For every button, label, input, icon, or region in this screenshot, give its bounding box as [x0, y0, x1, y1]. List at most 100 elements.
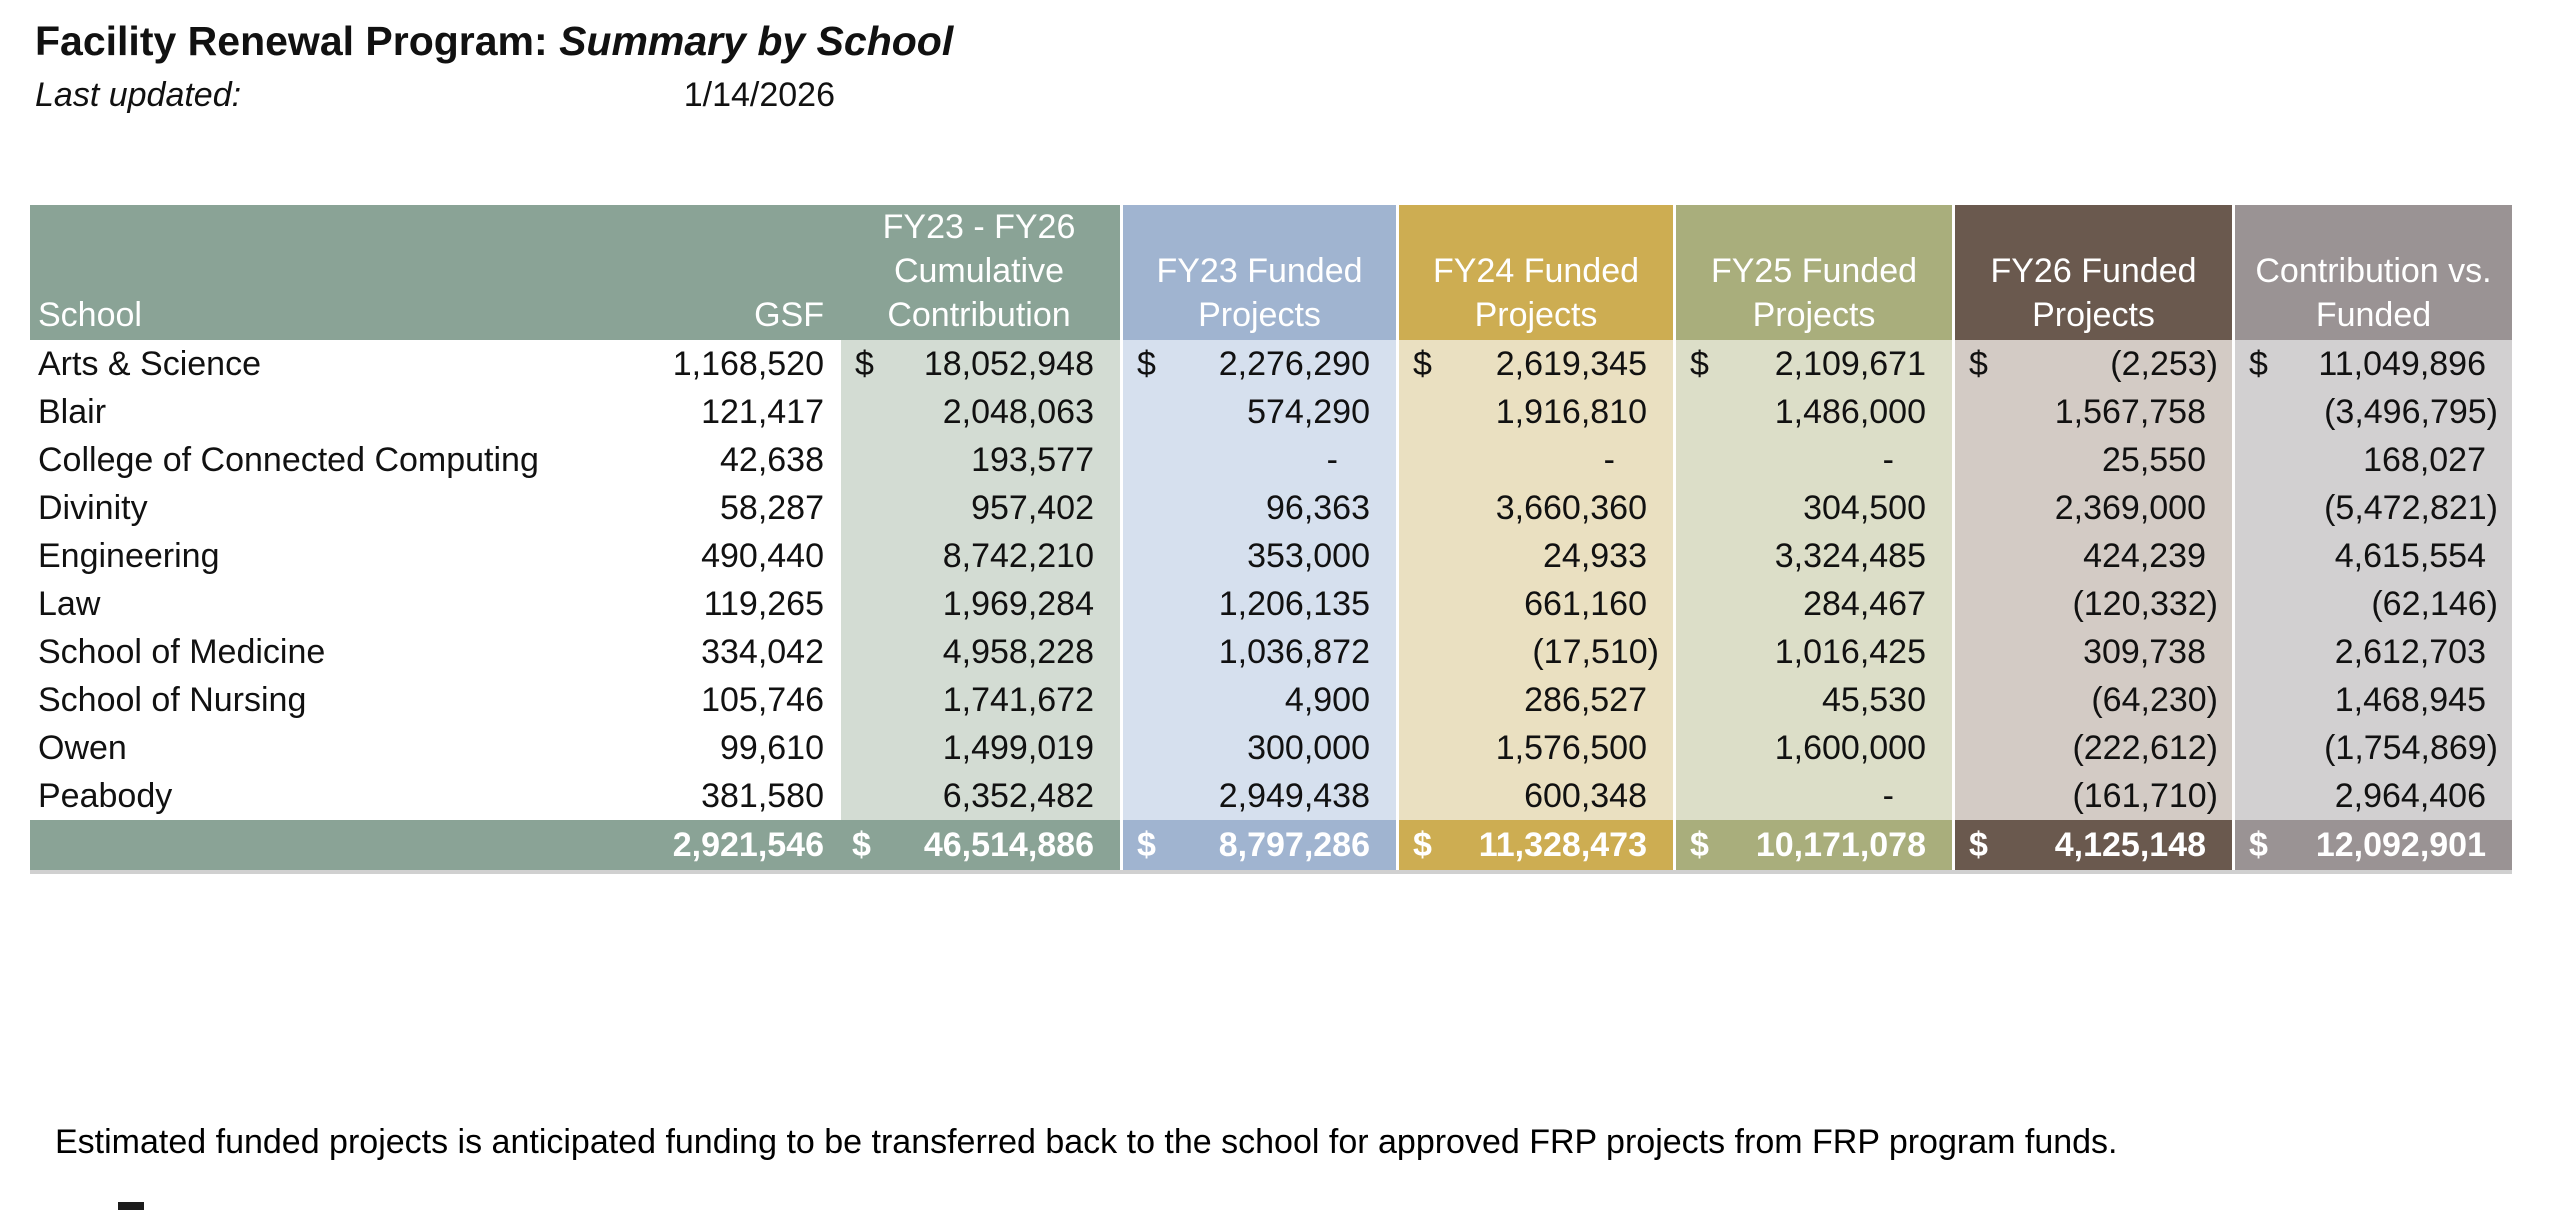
- cell-school: School of Medicine: [38, 632, 326, 671]
- cell-gsf: 119,265: [703, 584, 824, 623]
- table-body: Arts & Science 1,168,520 $18,052,948 $2,276…: [30, 340, 2512, 820]
- cell-contrib: (1,754,869): [2232, 724, 2512, 772]
- cell-fy23: 300,000: [1120, 724, 1396, 772]
- cell-cumulative: 193,577: [838, 436, 1120, 484]
- cell-fy24: 286,527: [1396, 676, 1673, 724]
- cell-fy24: (17,510): [1396, 628, 1673, 676]
- table-row: School of Medicine 334,042 4,958,228 1,036,…: [30, 628, 2512, 676]
- cell-contrib: 2,612,703: [2232, 628, 2512, 676]
- table-row: Blair 121,417 2,048,063 574,290 1,916,810 1,4…: [30, 388, 2512, 436]
- total-gsf: 2,921,546: [560, 820, 838, 870]
- cell-fy26: (64,230): [1952, 676, 2232, 724]
- cell-contrib: (5,472,821): [2232, 484, 2512, 532]
- cell-school: Peabody: [38, 776, 173, 815]
- cell-cumulative: 4,958,228: [838, 628, 1120, 676]
- dollar-sign: $: [2249, 344, 2268, 383]
- cell-fy24: 1,916,810: [1396, 388, 1673, 436]
- cell-contrib: (62,146): [2232, 580, 2512, 628]
- column-header-fy25: FY25 Funded Projects: [1673, 205, 1952, 340]
- cell-fy24: 661,160: [1396, 580, 1673, 628]
- cell-school: Law: [38, 584, 101, 623]
- cell-cumulative: 2,048,063: [838, 388, 1120, 436]
- footnote: Estimated funded projects is anticipated…: [55, 1123, 2118, 1161]
- cell-cumulative: 1,741,672: [838, 676, 1120, 724]
- dollar-sign: $: [1969, 344, 1988, 383]
- cell-fy25: -: [1673, 436, 1952, 484]
- cell-contrib: (3,496,795): [2232, 388, 2512, 436]
- dollar-sign: $: [1413, 825, 1432, 864]
- total-fy25: $10,171,078: [1673, 820, 1952, 870]
- cell-fy24: 1,576,500: [1396, 724, 1673, 772]
- total-fy23: $8,797,286: [1120, 820, 1396, 870]
- cell-gsf: 58,287: [720, 488, 824, 527]
- cell-fy25: 3,324,485: [1673, 532, 1952, 580]
- cell-gsf: 99,610: [720, 728, 824, 767]
- cell-gsf: 490,440: [701, 536, 824, 575]
- column-header-fy24: FY24 Funded Projects: [1396, 205, 1673, 340]
- cell-fy23: 2,949,438: [1120, 772, 1396, 820]
- column-header-contrib: Contribution vs. Funded: [2232, 205, 2512, 340]
- dollar-sign: $: [1413, 344, 1432, 383]
- column-header-fy23: FY23 Funded Projects: [1120, 205, 1396, 340]
- total-fy26: $4,125,148: [1952, 820, 2232, 870]
- total-cumulative: $46,514,886: [838, 820, 1120, 870]
- cell-fy24: 24,933: [1396, 532, 1673, 580]
- cell-cumulative: $18,052,948: [838, 340, 1120, 388]
- dollar-sign: $: [1137, 825, 1156, 864]
- cell-gsf: 1,168,520: [672, 344, 824, 383]
- cell-gsf: 121,417: [701, 392, 824, 431]
- last-updated-value: 1/14/2026: [683, 76, 835, 114]
- table-row: Divinity 58,287 957,402 96,363 3,660,360 304,…: [30, 484, 2512, 532]
- page-title: Facility Renewal Program: Summary by Sch…: [35, 18, 953, 65]
- total-row: 2,921,546 $46,514,886 $8,797,286 $11,328,47…: [30, 820, 2512, 870]
- cell-gsf: 381,580: [701, 776, 824, 815]
- cell-fy25: 284,467: [1673, 580, 1952, 628]
- cell-fy26: (120,332): [1952, 580, 2232, 628]
- cell-contrib: 1,468,945: [2232, 676, 2512, 724]
- cell-fy23: 353,000: [1120, 532, 1396, 580]
- dollar-sign: $: [1690, 825, 1709, 864]
- cell-fy25: 304,500: [1673, 484, 1952, 532]
- cell-contrib: 4,615,554: [2232, 532, 2512, 580]
- cell-fy23: 1,036,872: [1120, 628, 1396, 676]
- total-school: [30, 820, 560, 870]
- table-row: Peabody 381,580 6,352,482 2,949,438 600,348-…: [30, 772, 2512, 820]
- table-header-row: School GSF FY23 - FY26 Cumulative Contributi…: [30, 205, 2512, 340]
- dollar-sign: $: [1969, 825, 1988, 864]
- cell-fy25: $2,109,671: [1673, 340, 1952, 388]
- cell-school: Engineering: [38, 536, 220, 575]
- column-header-fy26: FY26 Funded Projects: [1952, 205, 2232, 340]
- last-updated-row: Last updated: 1/14/2026: [35, 76, 835, 115]
- cell-fy24: $2,619,345: [1396, 340, 1673, 388]
- total-fy24: $11,328,473: [1396, 820, 1673, 870]
- cell-contrib: 2,964,406: [2232, 772, 2512, 820]
- cell-fy24: 600,348: [1396, 772, 1673, 820]
- last-updated-label: Last updated:: [35, 76, 242, 114]
- table-footer: 2,921,546 $46,514,886 $8,797,286 $11,328,47…: [30, 820, 2512, 870]
- cell-school: Arts & Science: [38, 344, 261, 383]
- column-header-cumulative: FY23 - FY26 Cumulative Contribution: [838, 205, 1120, 340]
- cell-gsf: 105,746: [701, 680, 824, 719]
- cell-fy23: 96,363: [1120, 484, 1396, 532]
- table-row: Engineering 490,440 8,742,210 353,000 24,933…: [30, 532, 2512, 580]
- cell-fy26: 309,738: [1952, 628, 2232, 676]
- summary-table: School GSF FY23 - FY26 Cumulative Contributi…: [30, 205, 2512, 874]
- total-contrib: $12,092,901: [2232, 820, 2512, 870]
- cell-fy25: 1,486,000: [1673, 388, 1952, 436]
- cell-fy23: 574,290: [1120, 388, 1396, 436]
- cell-cumulative: 8,742,210: [838, 532, 1120, 580]
- cell-fy25: 45,530: [1673, 676, 1952, 724]
- cell-fy26: (161,710): [1952, 772, 2232, 820]
- table-row: Arts & Science 1,168,520 $18,052,948 $2,276…: [30, 340, 2512, 388]
- column-header-gsf: GSF: [560, 205, 838, 340]
- cell-school: Divinity: [38, 488, 148, 527]
- dollar-sign: $: [855, 344, 874, 383]
- cell-cumulative: 957,402: [838, 484, 1120, 532]
- cell-gsf: 42,638: [720, 440, 824, 479]
- page-title-prefix: Facility Renewal Program:: [35, 18, 560, 64]
- cell-fy23: $2,276,290: [1120, 340, 1396, 388]
- cell-cumulative: 6,352,482: [838, 772, 1120, 820]
- dollar-sign: $: [2249, 825, 2268, 864]
- partial-element: [118, 1202, 144, 1210]
